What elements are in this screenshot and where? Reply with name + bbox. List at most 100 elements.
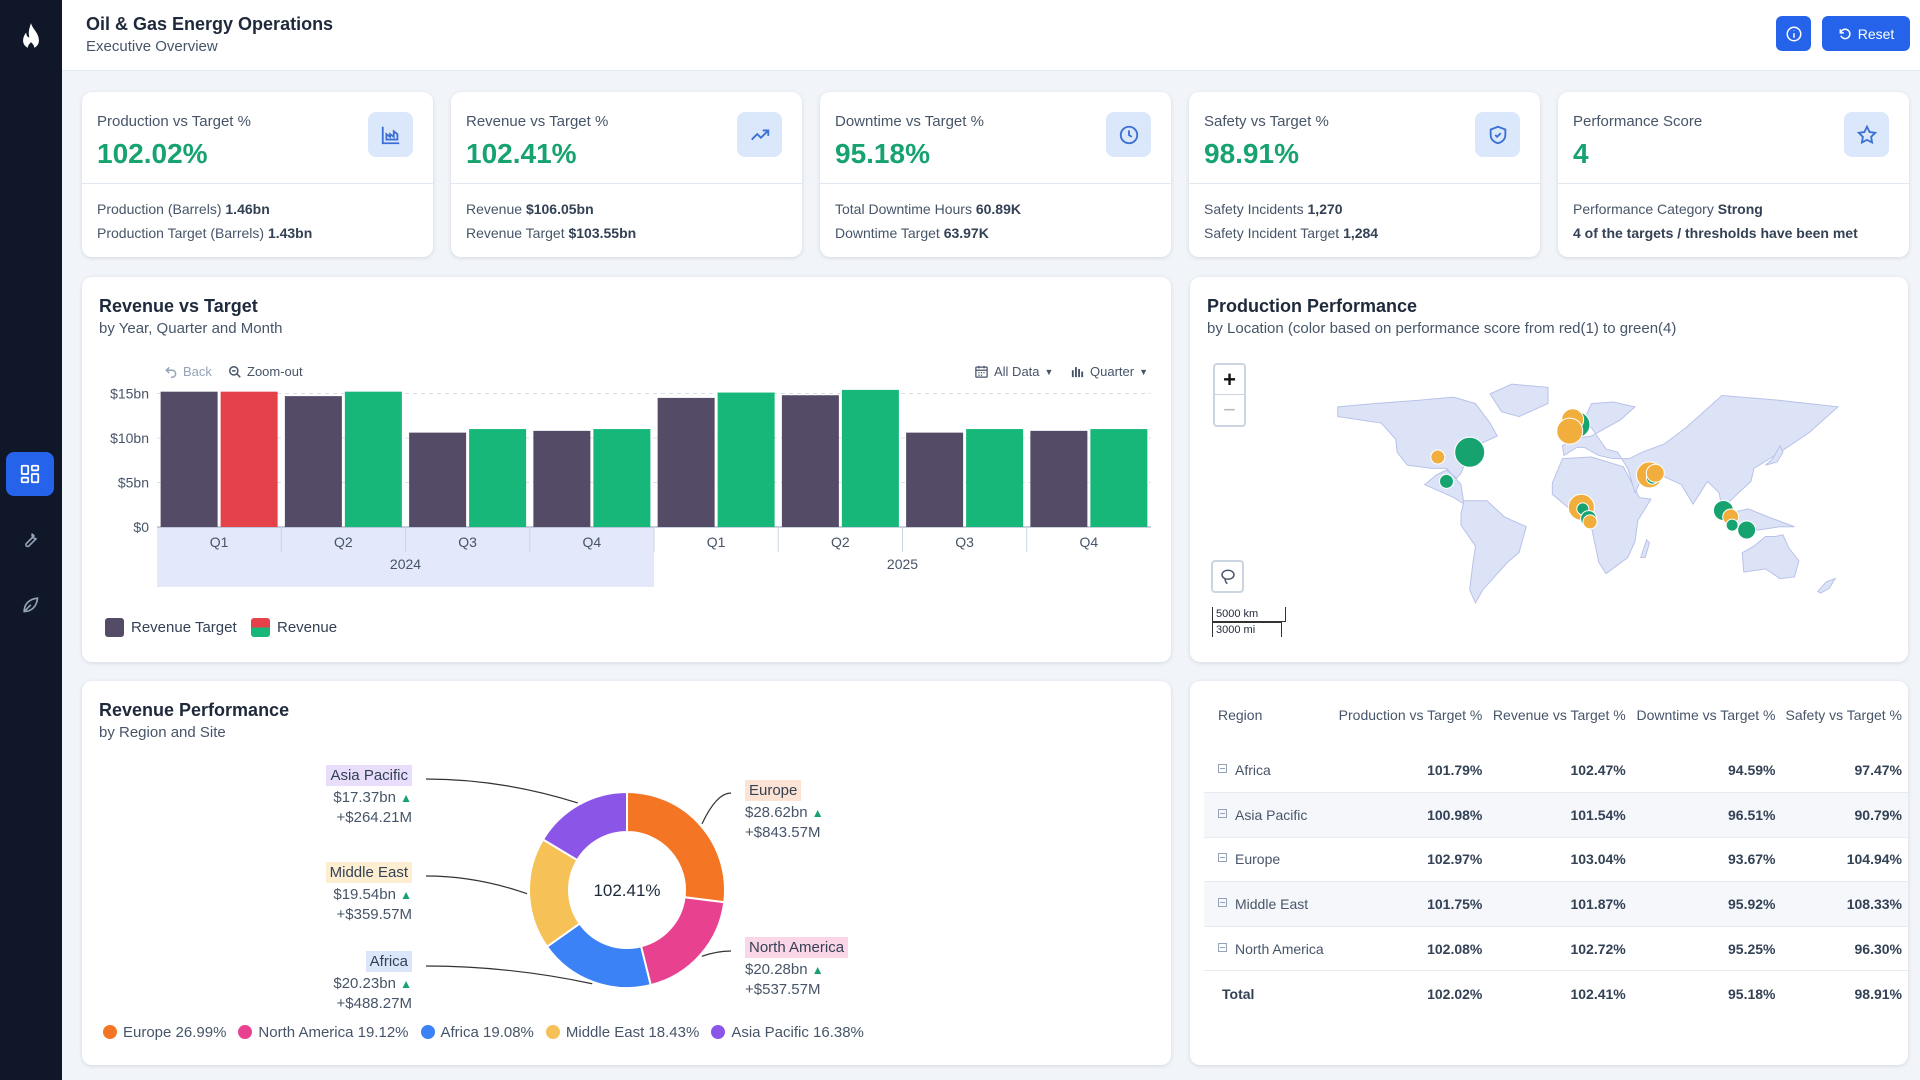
all-data-dropdown[interactable]: All Data ▼ (974, 364, 1053, 379)
region-value: $20.28bn (745, 961, 808, 978)
value-cell: 97.47% (1781, 748, 1908, 794)
column-header[interactable]: Production vs Target % (1338, 706, 1483, 723)
quarter-dropdown[interactable]: Quarter ▼ (1070, 364, 1148, 379)
donut-legend-item[interactable]: Africa 19.08% (420, 1024, 534, 1041)
value-cell: 102.97% (1333, 837, 1489, 883)
kpi-detail-label: Revenue Target (466, 225, 565, 241)
donut-slice-asia-pacific[interactable] (541, 790, 628, 862)
info-button[interactable] (1776, 16, 1811, 51)
zoom-out-button[interactable]: Zoom-out (228, 364, 303, 379)
legend-revenue[interactable]: Revenue (251, 618, 337, 637)
expand-icon[interactable] (1218, 808, 1227, 818)
lasso-button[interactable] (1211, 560, 1244, 593)
legend-label: Middle East 18.43% (565, 1024, 700, 1041)
value-cell: 95.92% (1631, 881, 1782, 927)
donut-legend-item[interactable]: Middle East 18.43% (545, 1024, 700, 1041)
donut-legend-item[interactable]: Asia Pacific 16.38% (711, 1024, 864, 1041)
up-triangle-icon: ▲ (400, 791, 412, 805)
location-marker[interactable] (1582, 514, 1598, 530)
legend-swatch (251, 618, 270, 637)
kpi-header: Safety vs Target % 98.91% (1189, 92, 1540, 184)
region-table: Region Production vs Target % Revenue vs T… (1204, 681, 1908, 1016)
donut-leader-line (701, 792, 732, 825)
donut-slice-europe[interactable] (626, 790, 726, 904)
donut-center-label: 102.41% (593, 881, 660, 900)
kpi-detail-line: Safety Incidents 1,270 (1204, 201, 1343, 217)
donut-slice-north-america[interactable] (639, 896, 726, 987)
up-triangle-icon: ▲ (400, 977, 412, 991)
location-marker[interactable] (1645, 463, 1665, 483)
column-header[interactable]: Downtime vs Target % (1636, 706, 1776, 723)
world-map[interactable] (1190, 347, 1908, 662)
value-cell: 93.67% (1631, 837, 1782, 883)
region-cell: North America (1204, 926, 1334, 972)
factory-chart-icon (368, 112, 413, 157)
header: Oil & Gas Energy Operations Executive Ov… (62, 0, 1920, 71)
legend-dot (238, 1025, 253, 1039)
expand-icon[interactable] (1218, 764, 1227, 774)
dashboard-grid-icon (20, 464, 40, 484)
region-cell: Middle East (1204, 881, 1334, 927)
donut-legend-item[interactable]: North America 19.12% (238, 1024, 409, 1041)
total-cell: 98.91% (1854, 985, 1902, 1002)
table-row[interactable]: Middle East 101.75% 101.87% 95.92% 108.33% (1204, 881, 1908, 927)
donut-subtitle: by Region and Site (99, 724, 226, 741)
region-name: Africa (1235, 762, 1271, 779)
expand-icon[interactable] (1218, 942, 1227, 952)
expand-icon[interactable] (1218, 898, 1227, 908)
nav-tools-button[interactable] (6, 517, 54, 561)
column-header[interactable]: Revenue vs Target % (1492, 706, 1626, 723)
zoom-out-map-button[interactable]: − (1223, 397, 1236, 422)
region-cell: Europe (1204, 837, 1334, 883)
bar-revenue (1090, 429, 1148, 527)
zoom-in-button[interactable]: + (1215, 365, 1244, 395)
region-delta: +$488.27M (336, 995, 412, 1012)
kpi-label: Safety vs Target % (1204, 113, 1329, 130)
location-marker[interactable] (1737, 520, 1757, 540)
total-cell: 95.18% (1728, 985, 1776, 1002)
table-row[interactable]: Africa 101.79% 102.47% 94.59% 97.47% (1204, 748, 1908, 794)
legend-revenue-target[interactable]: Revenue Target (105, 618, 237, 637)
kpi-header: Performance Score 4 (1558, 92, 1909, 184)
location-marker[interactable] (1439, 473, 1454, 489)
bar-revenue (593, 429, 651, 527)
expand-icon[interactable] (1218, 853, 1227, 863)
column-header[interactable]: Safety vs Target % (1785, 706, 1902, 723)
donut-legend-item[interactable]: Europe 26.99% (103, 1024, 226, 1041)
table-row[interactable]: North America 102.08% 102.72% 95.25% 96.30% (1204, 926, 1908, 972)
location-marker[interactable] (1556, 417, 1584, 445)
kpi-detail-line: Total Downtime Hours 60.89K (835, 201, 1021, 217)
nav-leaf-button[interactable] (6, 582, 54, 626)
sidebar (0, 0, 62, 1080)
zoom-control: + − (1213, 363, 1246, 427)
kpi-detail-line: Production (Barrels) 1.46bn (97, 201, 270, 217)
landmass-north-america (1337, 396, 1498, 506)
nav-dashboard-button[interactable] (6, 452, 54, 496)
location-marker[interactable] (1454, 436, 1486, 468)
location-marker[interactable] (1430, 449, 1446, 465)
table-row[interactable]: Europe 102.97% 103.04% 93.67% 104.94% (1204, 837, 1908, 883)
kpi-detail-value: Strong (1717, 201, 1763, 217)
value-cell: 108.33% (1781, 881, 1908, 927)
value-cell: 102.08% (1333, 926, 1489, 972)
table-row[interactable]: Asia Pacific 100.98% 101.54% 96.51% 90.79% (1204, 792, 1908, 838)
reset-button[interactable]: Reset (1822, 16, 1910, 51)
region-delta: +$359.57M (336, 906, 412, 923)
back-button[interactable]: Back (164, 364, 212, 379)
page-subtitle: Executive Overview (86, 38, 218, 55)
quarter-label: Quarter (1090, 364, 1135, 379)
value-cell: 101.75% (1333, 881, 1489, 927)
kpi-detail-line: Revenue $106.05bn (466, 201, 594, 217)
column-header[interactable]: Region (1218, 706, 1263, 723)
bar-revenue (344, 391, 402, 527)
scale-km: 5000 km (1212, 607, 1286, 622)
value-cell: 95.25% (1631, 926, 1782, 972)
location-marker[interactable] (1725, 518, 1739, 532)
donut-title: Revenue Performance (99, 700, 290, 720)
bar-revenue-target (781, 395, 839, 527)
trending-up-icon (737, 112, 782, 157)
kpi-detail-label: Safety Incidents (1204, 201, 1304, 217)
page-title: Oil & Gas Energy Operations (86, 14, 334, 34)
legend-dot (420, 1025, 435, 1039)
region-name-tag: Africa (365, 951, 412, 972)
